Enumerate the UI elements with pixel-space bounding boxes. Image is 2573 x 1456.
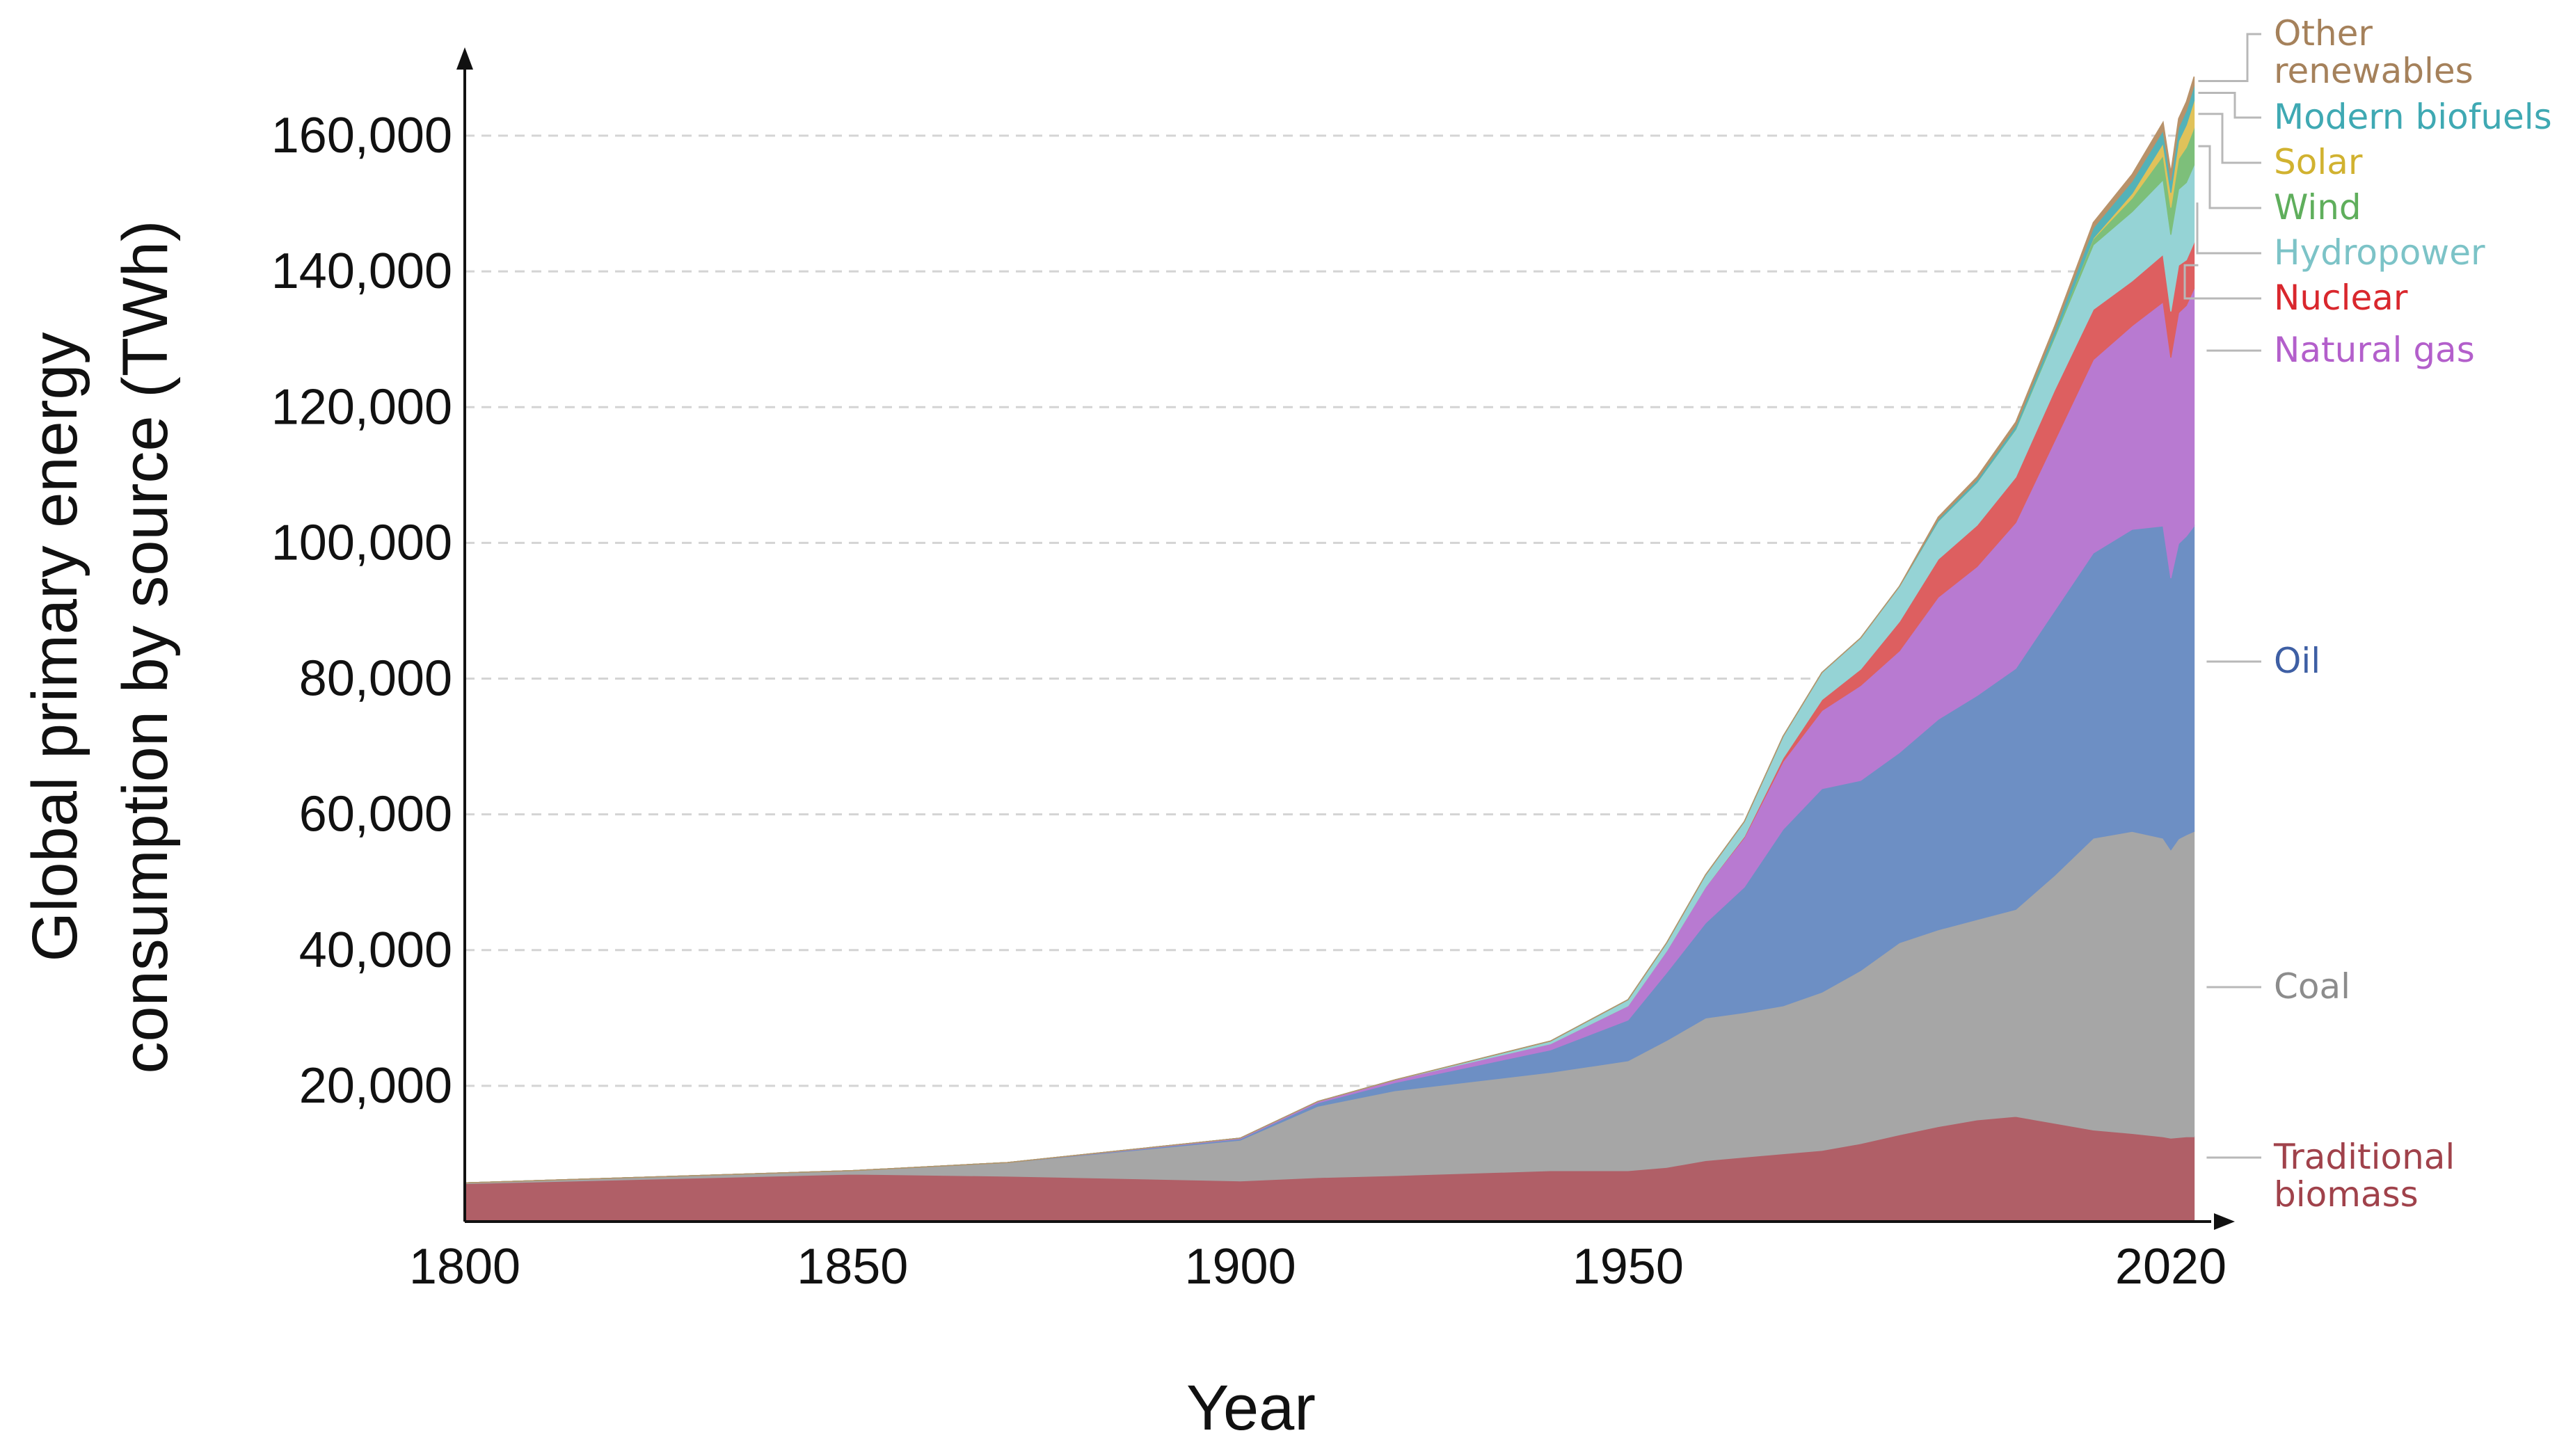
legend-label-nuclear: Nuclear [2274,278,2408,318]
legend-label-line: renewables [2274,51,2474,91]
legend-label-traditional-biomass: Traditional biomass [2273,1137,2455,1215]
legend-label-solar: Solar [2274,142,2363,182]
y-tick-label: 40,000 [299,922,452,978]
x-tick-label: 1950 [1572,1239,1684,1295]
leader-line-nuclear [2183,264,2261,300]
legend-label-line: Nuclear [2274,278,2408,318]
y-axis-arrowhead [456,47,473,70]
y-tick-label: 120,000 [271,379,452,435]
x-tick-label: 2020 [2115,1239,2227,1295]
y-tick-label: 60,000 [299,787,452,842]
legend-label-oil: Oil [2274,641,2320,681]
stacked-areas [464,76,2195,1222]
y-tick-label: 20,000 [299,1058,452,1114]
legend-label-line: Solar [2274,142,2363,182]
legend-label-line: Modern biofuels [2274,97,2552,137]
legend-label-line: Coal [2274,966,2350,1007]
axes [456,47,2235,1230]
legend-label-line: Hydropower [2274,232,2485,273]
legend: Other renewables Modern biofuels Solar Wind H… [2183,13,2552,1215]
legend-label-line: Natural gas [2274,330,2475,370]
legend-label-wind: Wind [2274,187,2361,227]
legend-label-line: biomass [2274,1174,2419,1215]
legend-label-coal: Coal [2274,966,2350,1007]
tick-labels: 20,000 40,000 60,000 80,000 100,000 120,000 14… [271,108,2227,1295]
legend-label-line: Traditional [2273,1137,2455,1177]
y-axis-title-line-2: consumption by source (TWh) [110,220,181,1073]
area-other-renewables [464,76,2195,1184]
leader-line-modern-biofuels [2198,92,2261,119]
y-axis-title: Global primary energy [19,332,90,961]
legend-label-line: Oil [2274,641,2320,681]
x-tick-label: 1850 [797,1239,908,1295]
leader-line-solar [2198,113,2261,164]
y-tick-label: 160,000 [271,108,452,163]
x-tick-label: 1800 [409,1239,520,1295]
legend-label-line: Wind [2274,187,2361,227]
y-tick-label: 140,000 [271,243,452,299]
leader-line-hydropower [2196,202,2261,255]
x-tick-label: 1900 [1184,1239,1296,1295]
legend-label-modern-biofuels: Modern biofuels [2274,97,2552,137]
y-tick-label: 100,000 [271,515,452,570]
y-tick-label: 80,000 [299,651,452,707]
leader-line-other-renewables [2198,33,2261,82]
leader-line-wind [2198,145,2261,209]
x-axis-title: Year [1186,1373,1316,1443]
legend-label-hydropower: Hydropower [2274,232,2485,273]
y-axis-title-line-1: Global primary energy [19,332,90,961]
legend-label-other-renewables: Other renewables [2274,13,2474,91]
legend-label-line: Other [2274,13,2373,54]
y-axis-title-2: consumption by source (TWh) [110,220,181,1073]
x-axis-arrowhead [2214,1213,2235,1230]
legend-label-natural-gas: Natural gas [2274,330,2475,370]
